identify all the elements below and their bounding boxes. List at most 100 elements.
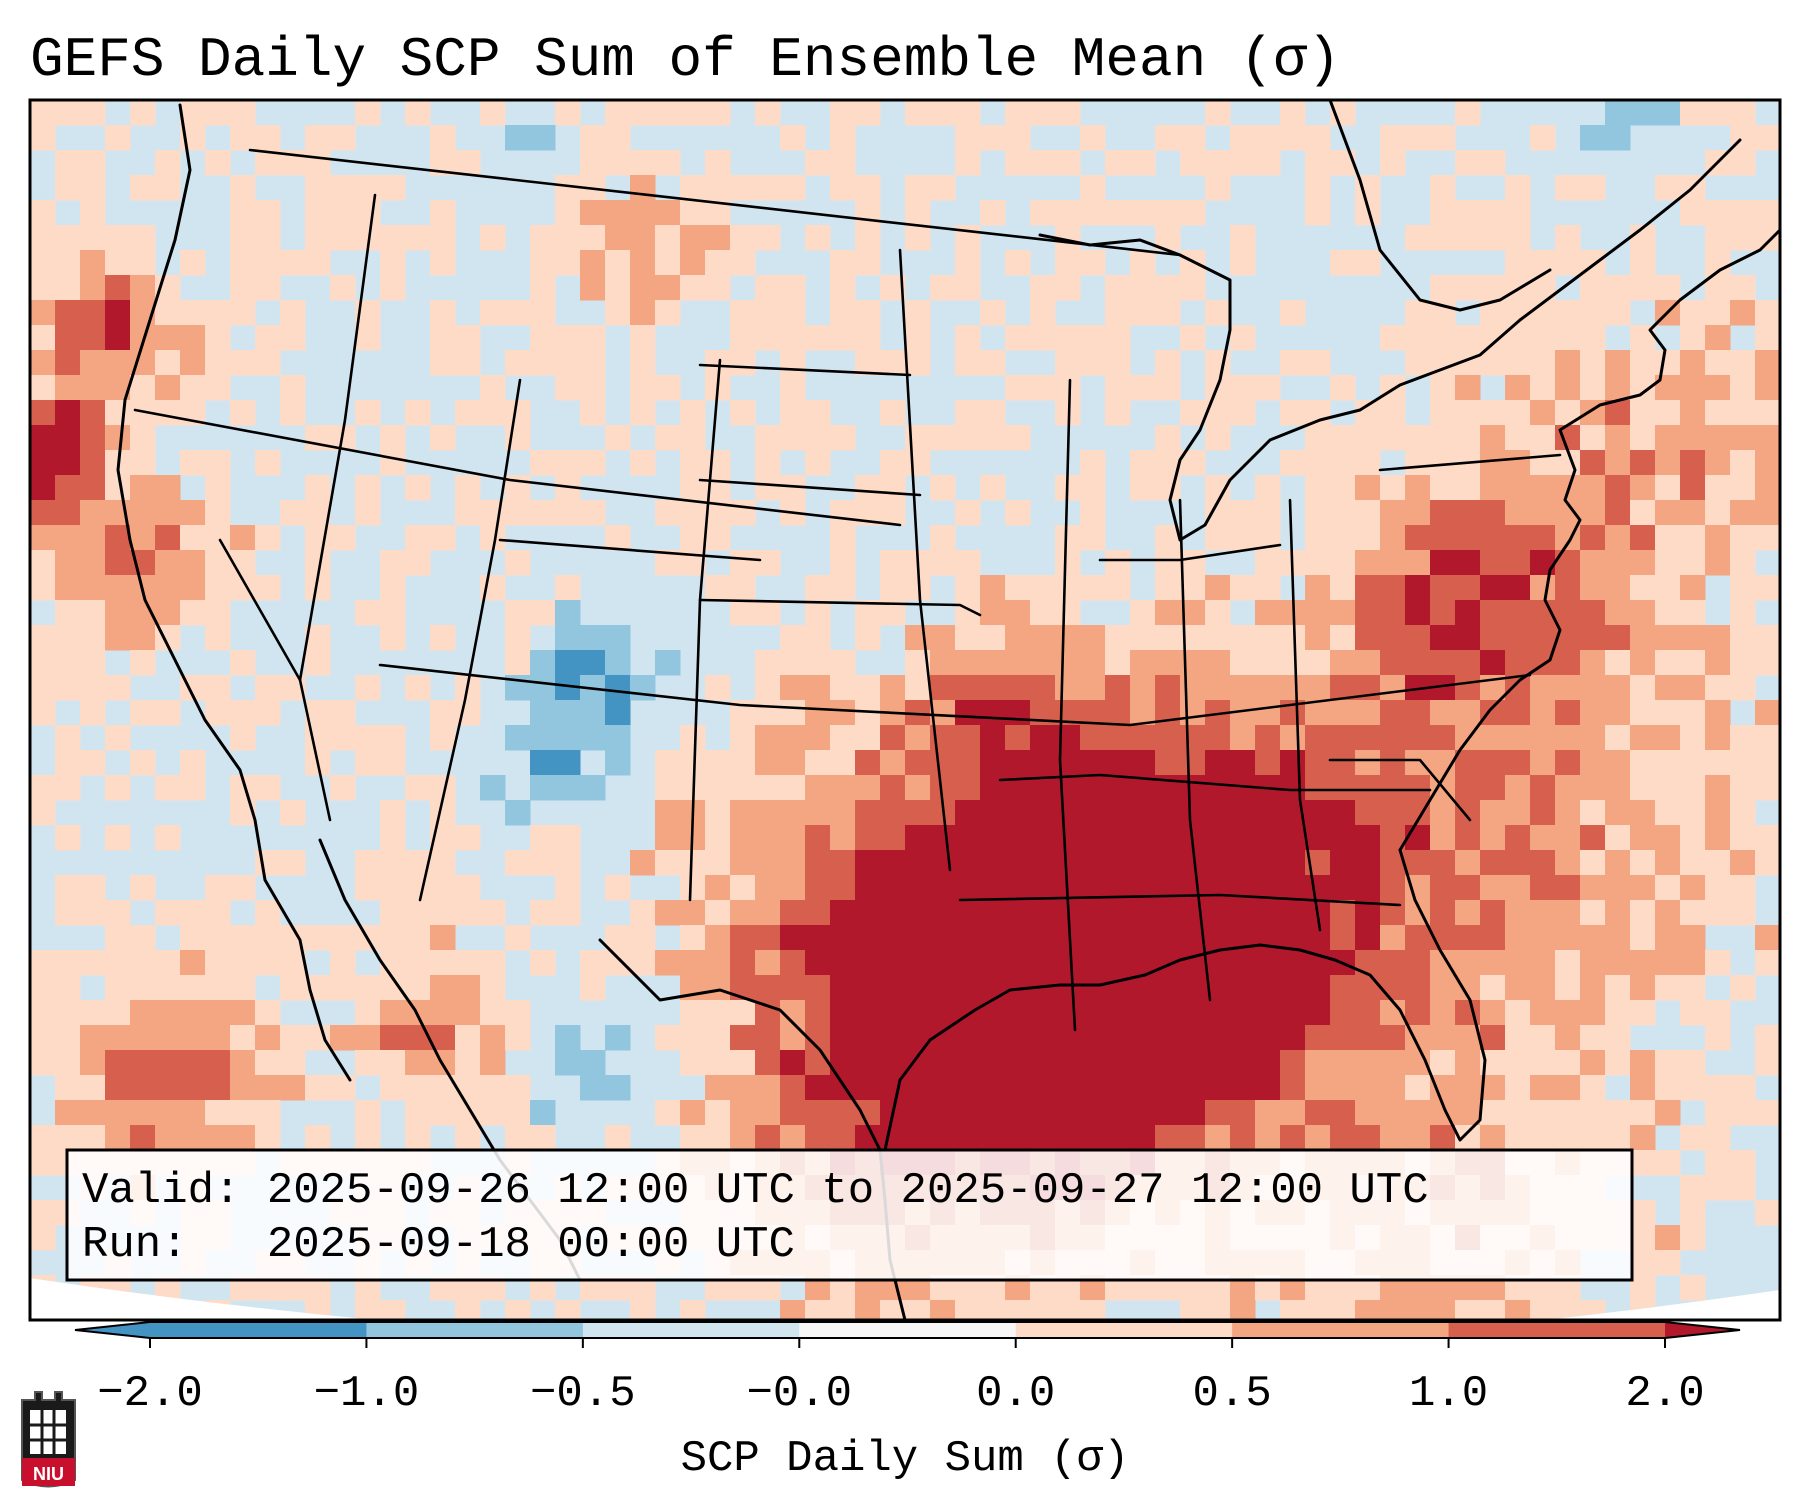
info-box-frame bbox=[65, 1148, 1634, 1282]
anomaly-cell bbox=[55, 900, 81, 926]
anomaly-cell bbox=[880, 750, 906, 776]
anomaly-cell bbox=[1230, 1050, 1256, 1076]
anomaly-cell bbox=[1180, 1100, 1206, 1126]
anomaly-cell bbox=[1730, 800, 1756, 826]
anomaly-cell bbox=[505, 1100, 531, 1126]
anomaly-cell bbox=[730, 950, 756, 976]
anomaly-cell bbox=[805, 1075, 831, 1101]
anomaly-cell bbox=[1205, 300, 1231, 326]
anomaly-cell bbox=[1455, 850, 1481, 876]
anomaly-cell bbox=[830, 1125, 856, 1151]
anomaly-cell bbox=[1455, 825, 1481, 851]
anomaly-cell bbox=[55, 325, 81, 351]
anomaly-cell bbox=[1680, 925, 1706, 951]
anomaly-cell bbox=[1155, 925, 1181, 951]
anomaly-cell bbox=[30, 500, 56, 526]
anomaly-cell bbox=[530, 775, 556, 801]
anomaly-cell bbox=[780, 725, 806, 751]
anomaly-cell bbox=[1005, 1000, 1031, 1026]
colorbar-extend-low bbox=[75, 1322, 150, 1338]
anomaly-cell bbox=[1205, 175, 1231, 201]
anomaly-cell bbox=[1580, 550, 1606, 576]
anomaly-cell bbox=[480, 100, 506, 126]
anomaly-cell bbox=[1555, 825, 1581, 851]
anomaly-cell bbox=[230, 1075, 256, 1101]
niu-logo: NIU bbox=[21, 1391, 76, 1488]
anomaly-cell bbox=[1330, 1050, 1356, 1076]
anomaly-cell bbox=[355, 875, 381, 901]
anomaly-cell bbox=[80, 625, 106, 651]
anomaly-cell bbox=[55, 575, 81, 601]
anomaly-cell bbox=[80, 600, 106, 626]
anomaly-cell bbox=[1430, 1000, 1456, 1026]
anomaly-cell bbox=[130, 100, 156, 126]
anomaly-cell bbox=[605, 100, 631, 126]
anomaly-cell bbox=[1705, 675, 1731, 701]
anomaly-cell bbox=[555, 1025, 581, 1051]
anomaly-cell bbox=[1355, 250, 1381, 276]
anomaly-cell bbox=[1505, 725, 1531, 751]
anomaly-cell bbox=[1655, 1100, 1681, 1126]
anomaly-cell bbox=[1680, 375, 1706, 401]
anomaly-cell bbox=[1655, 275, 1681, 301]
anomaly-cell bbox=[1580, 450, 1606, 476]
anomaly-cell bbox=[1280, 300, 1306, 326]
anomaly-cell bbox=[30, 975, 56, 1001]
anomaly-cell bbox=[1680, 950, 1706, 976]
anomaly-cell bbox=[1705, 550, 1731, 576]
anomaly-cell bbox=[1080, 725, 1106, 751]
anomaly-cell bbox=[1505, 675, 1531, 701]
anomaly-cell bbox=[905, 300, 931, 326]
anomaly-cell bbox=[1755, 950, 1780, 976]
anomaly-cell bbox=[155, 1075, 181, 1101]
anomaly-cell bbox=[1055, 775, 1081, 801]
anomaly-cell bbox=[1305, 775, 1331, 801]
anomaly-cell bbox=[430, 1000, 456, 1026]
anomaly-cell bbox=[55, 375, 81, 401]
anomaly-cell bbox=[1455, 750, 1481, 776]
anomaly-cell bbox=[1455, 800, 1481, 826]
anomaly-cell bbox=[655, 250, 681, 276]
anomaly-cell bbox=[1430, 975, 1456, 1001]
anomaly-cell bbox=[880, 1025, 906, 1051]
anomaly-cell bbox=[230, 400, 256, 426]
anomaly-cell bbox=[680, 725, 706, 751]
anomaly-cell bbox=[1280, 1100, 1306, 1126]
anomaly-cell bbox=[1305, 150, 1331, 176]
anomaly-cell bbox=[1655, 175, 1681, 201]
anomaly-cell bbox=[855, 1125, 881, 1151]
anomaly-cell bbox=[1055, 375, 1081, 401]
anomaly-cell bbox=[1530, 750, 1556, 776]
anomaly-cell bbox=[80, 1100, 106, 1126]
anomaly-cell bbox=[980, 650, 1006, 676]
anomaly-cell bbox=[555, 650, 581, 676]
anomaly-cell bbox=[530, 1125, 556, 1151]
anomaly-cell bbox=[880, 825, 906, 851]
anomaly-cell bbox=[130, 175, 156, 201]
info-box: Valid: 2025-09-26 12:00 UTC to 2025-09-2… bbox=[65, 1148, 1634, 1282]
anomaly-cell bbox=[1630, 1050, 1656, 1076]
anomaly-cell bbox=[1130, 200, 1156, 226]
anomaly-cell bbox=[430, 250, 456, 276]
anomaly-cell bbox=[1355, 800, 1381, 826]
anomaly-cell bbox=[705, 150, 731, 176]
anomaly-cell bbox=[1755, 1025, 1780, 1051]
anomaly-cell bbox=[1505, 600, 1531, 626]
anomaly-cell bbox=[605, 275, 631, 301]
anomaly-cell bbox=[305, 125, 331, 151]
anomaly-cell bbox=[1305, 600, 1331, 626]
anomaly-cell bbox=[1630, 900, 1656, 926]
anomaly-cell bbox=[355, 850, 381, 876]
anomaly-cell bbox=[855, 1075, 881, 1101]
anomaly-cell bbox=[705, 450, 731, 476]
anomaly-cell bbox=[1480, 700, 1506, 726]
anomaly-cell bbox=[1055, 675, 1081, 701]
anomaly-cell bbox=[1605, 125, 1631, 151]
anomaly-cell bbox=[55, 775, 81, 801]
anomaly-cell bbox=[1430, 825, 1456, 851]
anomaly-cell bbox=[1730, 1100, 1756, 1126]
anomaly-cell bbox=[530, 675, 556, 701]
anomaly-cell bbox=[1405, 300, 1431, 326]
anomaly-cell bbox=[430, 225, 456, 251]
anomaly-cell bbox=[1430, 475, 1456, 501]
